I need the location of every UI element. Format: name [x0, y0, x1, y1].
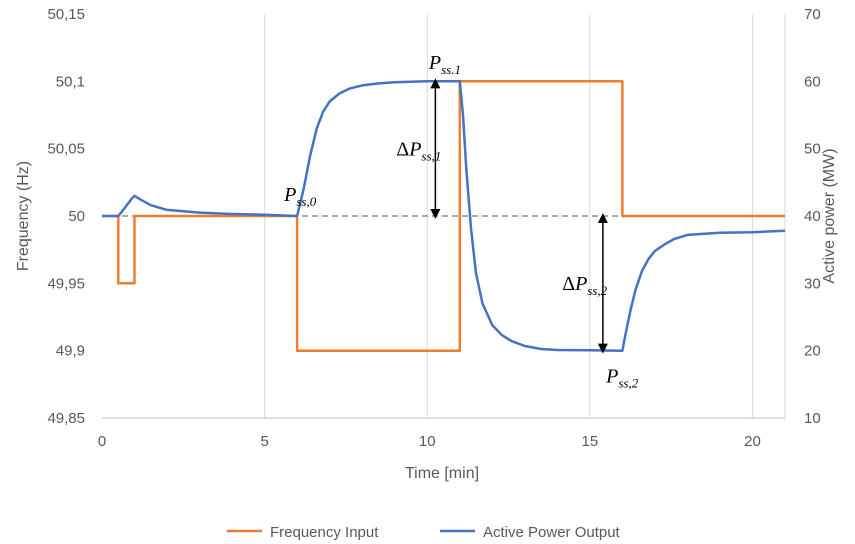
- annotation-arrows: [430, 78, 608, 354]
- right-tick-label: 40: [804, 208, 821, 225]
- right-axis-title: Active power (MW): [821, 148, 838, 283]
- left-tick-label: 49,85: [47, 410, 85, 427]
- annotation-delta: Δ: [562, 273, 575, 295]
- legend-label-active-power-output: Active Power Output: [483, 524, 621, 541]
- annotation-base: P: [283, 184, 296, 206]
- right-tick-label: 60: [804, 73, 821, 90]
- series-layer: [102, 80, 786, 352]
- right-axis-ticks: 10 20 30 40 50 60 70: [804, 6, 821, 427]
- x-tick-label: 15: [582, 433, 599, 450]
- x-axis-title: Time [min]: [405, 465, 479, 482]
- x-tick-label: 10: [419, 433, 436, 450]
- left-tick-label: 49,95: [47, 275, 85, 292]
- annotation-subscript: ss,2: [587, 283, 607, 298]
- series-line-active-power-output: [102, 80, 786, 352]
- left-tick-label: 50,15: [47, 6, 85, 23]
- annotation-delta: Δ: [396, 138, 409, 160]
- annotation-label: ΔPss,1: [396, 138, 441, 163]
- annotation-label: Pss,2: [605, 365, 639, 390]
- series-line-frequency-input: [102, 80, 785, 352]
- annotation-subscript: ss.1: [441, 62, 461, 77]
- left-tick-label: 49,9: [56, 343, 85, 360]
- legend: Frequency Input Active Power Output: [227, 524, 621, 541]
- annotation-subscript: ss,0: [296, 194, 316, 209]
- left-tick-label: 50,1: [56, 73, 85, 90]
- left-tick-label: 50: [68, 208, 85, 225]
- annotation-label: Pss,0: [283, 184, 317, 209]
- annotation-base: P: [605, 365, 618, 387]
- legend-label-frequency-input: Frequency Input: [270, 524, 379, 541]
- left-axis-title: Frequency (Hz): [15, 161, 32, 271]
- annotation-base: P: [408, 138, 421, 160]
- x-tick-label: 20: [744, 433, 761, 450]
- x-axis-ticks: 0 5 10 15 20: [98, 433, 761, 450]
- x-tick-label: 5: [260, 433, 268, 450]
- right-tick-label: 30: [804, 275, 821, 292]
- right-tick-label: 50: [804, 141, 821, 158]
- annotation-label: Pss.1: [428, 52, 461, 77]
- left-tick-label: 50,05: [47, 141, 85, 158]
- annotation-subscript: ss,1: [421, 148, 441, 163]
- annotation-label: ΔPss,2: [562, 273, 607, 298]
- left-axis-ticks: 49,85 49,9 49,95 50 50,05 50,1 50,15: [47, 6, 85, 427]
- right-tick-label: 20: [804, 343, 821, 360]
- right-tick-label: 10: [804, 410, 821, 427]
- x-tick-label: 0: [98, 433, 106, 450]
- annotation-subscript: ss,2: [618, 375, 638, 390]
- annotation-base: P: [574, 273, 587, 295]
- annotation-base: P: [428, 52, 441, 74]
- right-tick-label: 70: [804, 6, 821, 23]
